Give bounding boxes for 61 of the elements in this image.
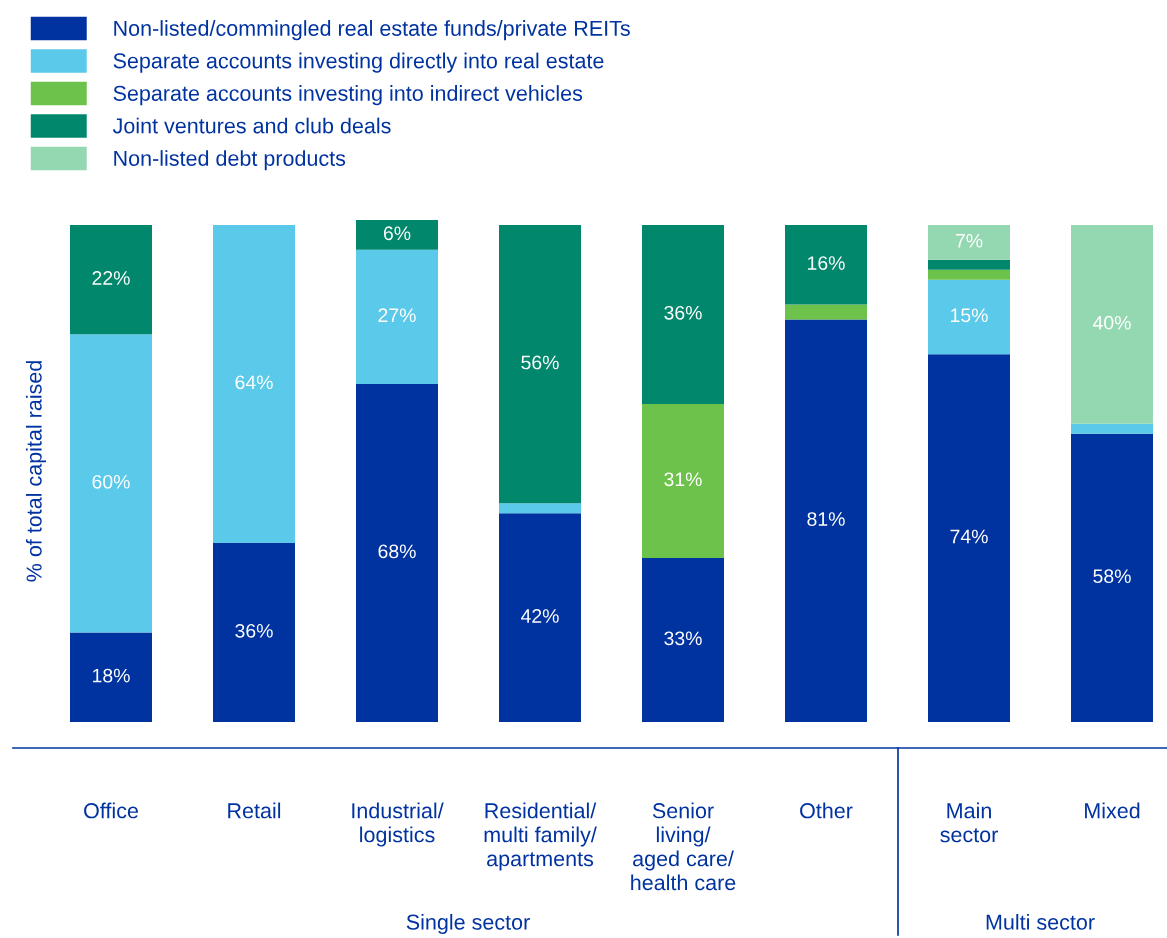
x-tick-label: Office <box>84 802 138 819</box>
bar <box>70 334 152 633</box>
data-label: 15% <box>951 308 988 323</box>
data-label: 18% <box>93 668 130 683</box>
bar <box>642 403 724 558</box>
bar <box>70 224 152 335</box>
data-label: 56% <box>521 355 559 370</box>
legend-label: Non-listed/commingled real estate funds/private REITs <box>114 20 630 41</box>
data-label: 27% <box>378 308 416 323</box>
bar <box>213 543 295 722</box>
data-label: 22% <box>92 271 130 285</box>
x-tick-label: Main sector <box>940 802 998 843</box>
data-label: 16% <box>808 256 845 270</box>
bar <box>642 557 724 722</box>
data-label: 42% <box>520 609 559 623</box>
bar <box>70 632 152 722</box>
data-label: 6% <box>383 226 411 241</box>
text: Single sector <box>406 913 530 935</box>
bar <box>642 224 724 404</box>
bar <box>785 304 867 320</box>
data-label: 36% <box>235 623 273 638</box>
data-label: 74% <box>950 529 988 544</box>
text: Multi sector <box>986 913 1095 930</box>
data-label: 31% <box>664 472 702 487</box>
data-label: 36% <box>664 305 702 320</box>
legend-label: Joint ventures and club deals <box>112 117 391 134</box>
bar <box>928 354 1010 722</box>
bar <box>213 224 295 544</box>
bar <box>356 249 438 385</box>
bar <box>499 224 581 504</box>
x-tick-label: Industrial/ logistics <box>352 802 444 847</box>
bar <box>1071 224 1153 424</box>
x-tick-label: Other <box>800 802 853 819</box>
bar <box>499 513 581 722</box>
bar <box>1071 433 1153 722</box>
bar <box>1071 423 1153 434</box>
bar <box>785 224 867 305</box>
data-label: 33% <box>664 631 702 646</box>
y-axis-title: % of total capital raised <box>25 361 46 582</box>
data-label: 64% <box>235 375 273 390</box>
bar <box>928 224 1010 260</box>
data-label: 58% <box>1093 569 1131 584</box>
bar <box>928 279 1010 355</box>
bar <box>499 503 581 514</box>
legend-label: Separate accounts investing into indirect vehicles <box>113 85 583 106</box>
x-tick-label: Residential/ multi family/ apartments <box>484 802 597 871</box>
data-label: 68% <box>378 544 416 559</box>
x-tick-label: Retail <box>228 802 281 819</box>
data-label: 81% <box>807 512 845 526</box>
x-tick-label: Senior living/ aged care/ health care <box>631 802 736 891</box>
legend-label: Non-listed debt products <box>114 150 346 171</box>
data-label: 7% <box>955 233 983 248</box>
data-label: 60% <box>92 474 130 489</box>
x-tick-label: Mixed <box>1085 802 1140 819</box>
bar <box>928 269 1010 280</box>
data-label: 40% <box>1092 315 1131 330</box>
bar <box>356 220 438 250</box>
bar <box>928 259 1010 270</box>
legend-label: Separate accounts investing directly into real estate <box>113 52 604 73</box>
bar <box>356 384 438 722</box>
bar <box>785 319 867 722</box>
